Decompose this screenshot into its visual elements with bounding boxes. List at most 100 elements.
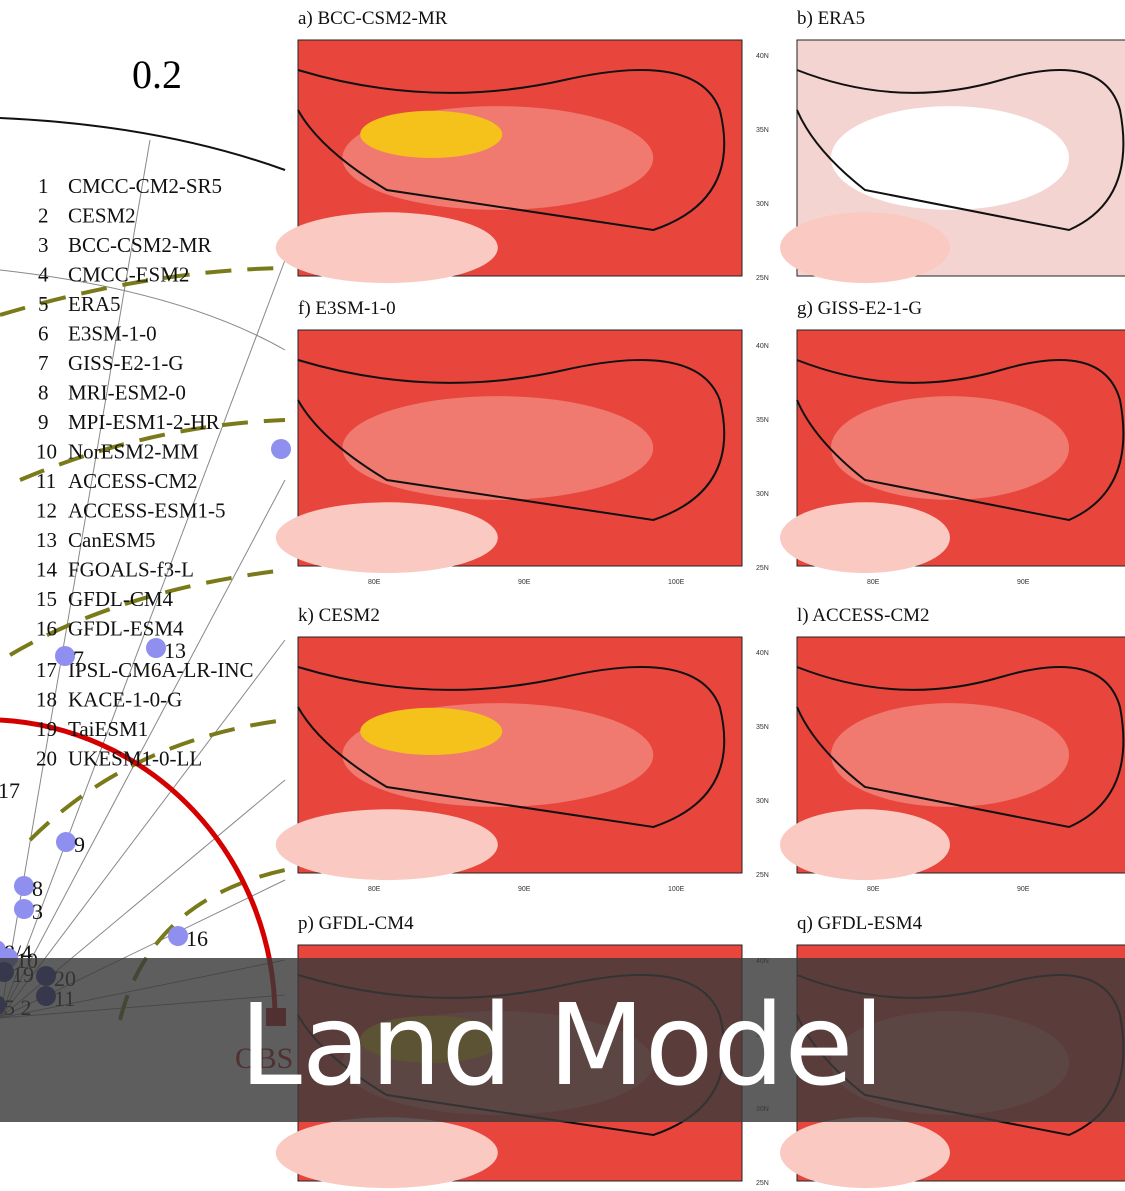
- legend-name: ACCESS-CM2: [68, 469, 198, 493]
- legend-name: ERA5: [68, 292, 121, 316]
- legend-number: 7: [38, 351, 49, 375]
- lat-label: 40N: [756, 650, 769, 657]
- legend-number: 2: [38, 204, 49, 228]
- map-blob: [275, 212, 498, 284]
- lat-label: 35N: [756, 417, 769, 424]
- point-label: 16: [186, 926, 208, 951]
- legend-name: GISS-E2-1-G: [68, 351, 184, 375]
- plateau-outline: [297, 359, 726, 522]
- point-label: 8: [32, 876, 43, 901]
- map-blob: [831, 396, 1069, 500]
- lat-label: 35N: [756, 127, 769, 134]
- map-blob: [780, 212, 950, 284]
- lon-label: 90E: [1017, 886, 1030, 893]
- point-label: 13: [164, 638, 186, 663]
- legend-name: BCC-CSM2-MR: [68, 233, 212, 257]
- legend-number: 1: [38, 174, 49, 198]
- legend-number: 3: [38, 233, 49, 257]
- panel-title: q) GFDL-ESM4: [797, 913, 923, 934]
- plateau-outline: [297, 666, 726, 829]
- map-blob: [780, 809, 950, 881]
- lat-label: 25N: [756, 872, 769, 879]
- legend-number: 4: [38, 263, 49, 287]
- legend-name: CMCC-ESM2: [68, 263, 189, 287]
- legend: 1 CMCC-CM2-SR5 2 CESM2 3 BCC-CSM2-MR 4 CMCC-ESM…: [36, 174, 254, 771]
- point-label: 9: [74, 832, 85, 857]
- panel-title: f) E3SM-1-0: [298, 298, 396, 319]
- panel-title: k) CESM2: [298, 605, 380, 626]
- outer-arc: [0, 117, 286, 171]
- legend-number: 15: [36, 587, 57, 611]
- lat-label: 25N: [756, 1180, 769, 1187]
- lat-label: 30N: [756, 201, 769, 208]
- legend-number: 18: [36, 688, 57, 712]
- lat-label: 25N: [756, 565, 769, 572]
- legend-name: NorESM2-MM: [68, 440, 199, 464]
- plateau-outline: [796, 359, 1125, 522]
- legend-number: 20: [36, 747, 57, 771]
- legend-number: 13: [36, 528, 57, 552]
- panel-title: b) ERA5: [797, 8, 865, 29]
- map-blob: [342, 396, 654, 500]
- legend-number: 10: [36, 440, 57, 464]
- point: [14, 899, 34, 919]
- map-blob: [275, 809, 498, 881]
- axis-label: 0.2: [132, 52, 182, 97]
- point: [14, 876, 34, 896]
- legend-number: 17: [36, 658, 57, 682]
- legend-name: ACCESS-ESM1-5: [68, 499, 226, 523]
- legend-name: IPSL-CM6A-LR-INC: [68, 658, 254, 682]
- legend-number: 9: [38, 410, 49, 434]
- plateau-outline: [796, 666, 1125, 829]
- legend-number: 12: [36, 499, 57, 523]
- panel-title: p) GFDL-CM4: [298, 913, 414, 934]
- lat-label: 35N: [756, 724, 769, 731]
- legend-number: 11: [36, 469, 56, 493]
- legend-number: 6: [38, 322, 49, 346]
- lon-label: 80E: [368, 579, 381, 586]
- lon-label: 80E: [867, 579, 880, 586]
- panel-title: l) ACCESS-CM2: [797, 605, 930, 626]
- plateau-outline: [796, 69, 1125, 232]
- legend-name: CESM2: [68, 204, 136, 228]
- map-blob: [360, 110, 503, 158]
- legend-name: FGOALS-f3-L: [68, 558, 194, 582]
- point-label: 7: [73, 646, 84, 671]
- point: [55, 646, 75, 666]
- legend-name: KACE-1-0-G: [68, 688, 182, 712]
- legend-number: 16: [36, 617, 57, 641]
- plateau-outline: [297, 69, 726, 232]
- legend-name: GFDL-CM4: [68, 587, 174, 611]
- legend-name: CMCC-CM2-SR5: [68, 174, 222, 198]
- lon-label: 90E: [518, 579, 531, 586]
- map-blob: [780, 1117, 950, 1189]
- legend-name: MRI-ESM2-0: [68, 381, 186, 405]
- lon-label: 80E: [368, 886, 381, 893]
- panel-title: g) GISS-E2-1-G: [797, 298, 922, 319]
- map-blob: [360, 707, 503, 756]
- lat-label: 30N: [756, 491, 769, 498]
- legend-number: 5: [38, 292, 49, 316]
- point: [56, 832, 76, 852]
- legend-name: UKESM1-0-LL: [68, 747, 202, 771]
- overlay-band: [0, 958, 1125, 1122]
- map-blob: [831, 703, 1069, 807]
- legend-name: E3SM-1-0: [68, 322, 157, 346]
- point: [146, 638, 166, 658]
- map-blob: [275, 502, 498, 574]
- legend-number: 8: [38, 381, 49, 405]
- legend-number: 19: [36, 717, 57, 741]
- lat-label: 40N: [756, 343, 769, 350]
- legend-name: MPI-ESM1-2-HR: [68, 410, 220, 434]
- lat-label: 25N: [756, 275, 769, 282]
- map-blob: [780, 502, 950, 574]
- legend-name: GFDL-ESM4: [68, 617, 184, 641]
- lon-label: 90E: [518, 886, 531, 893]
- panel-title: a) BCC-CSM2-MR: [298, 8, 448, 29]
- lon-label: 100E: [668, 886, 685, 893]
- point-label: 17: [0, 778, 20, 803]
- map-blob: [831, 106, 1069, 210]
- lat-label: 40N: [756, 53, 769, 60]
- lat-label: 30N: [756, 798, 769, 805]
